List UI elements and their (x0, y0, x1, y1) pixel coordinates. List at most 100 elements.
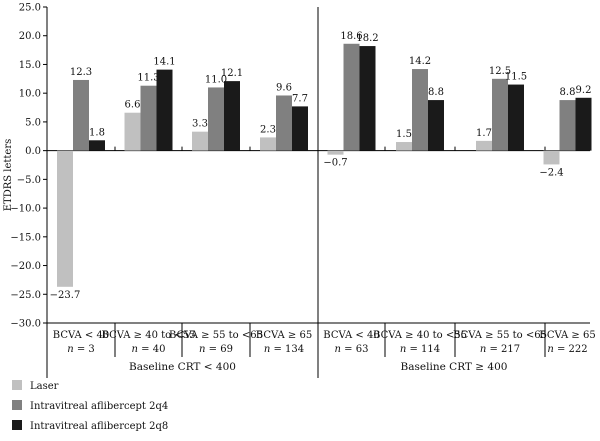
n-symbol: n (335, 344, 341, 355)
n-value: = 114 (406, 344, 440, 355)
n-value: = 63 (341, 344, 368, 355)
legend-label: Intravitreal aflibercept 2q4 (30, 401, 168, 412)
n-value: = 222 (554, 344, 588, 355)
bar (156, 69, 173, 151)
n-symbol: n (264, 344, 270, 355)
category-label: BCVA ≥ 40 to <55 (102, 330, 196, 341)
data-label: 14.1 (153, 57, 175, 68)
group-label: Baseline CRT ≥ 400 (401, 361, 508, 373)
bar (476, 140, 492, 151)
bar (492, 78, 508, 151)
category-n-label: n = 69 (199, 344, 233, 355)
n-value: = 69 (205, 344, 232, 355)
data-label: 9.2 (576, 85, 592, 96)
n-value: = 217 (486, 344, 520, 355)
category-label: BCVA ≥ 40 to <55 (373, 330, 467, 341)
n-symbol: n (199, 344, 205, 355)
data-label: 11.5 (505, 72, 527, 83)
legend-label: Intravitreal aflibercept 2q8 (30, 421, 168, 432)
bar (428, 100, 444, 151)
legend-swatch (12, 420, 22, 430)
category-label: BCVA ≥ 65 (539, 330, 595, 341)
category-label: BCVA < 40 (53, 330, 109, 341)
y-tick-label: −25.0 (10, 290, 41, 301)
data-label: 2.3 (260, 124, 276, 135)
data-label: 11.0 (205, 74, 227, 85)
y-tick-label: −20.0 (10, 261, 41, 272)
data-label: 11.3 (137, 73, 159, 84)
bar (89, 140, 105, 151)
group-label: Baseline CRT < 400 (129, 361, 236, 373)
n-symbol: n (400, 344, 406, 355)
data-label: −23.7 (50, 290, 81, 301)
data-label: 12.1 (221, 68, 243, 79)
y-tick-label: 25.0 (19, 3, 41, 14)
data-label: 1.8 (89, 127, 105, 138)
y-tick-label: −30.0 (10, 319, 41, 330)
category-label: BCVA < 40 (323, 330, 379, 341)
y-tick-label: 5.0 (25, 117, 41, 128)
n-symbol: n (132, 344, 138, 355)
bar (292, 106, 308, 151)
bar (396, 142, 412, 151)
bar (327, 150, 344, 155)
category-n-label: n = 114 (400, 344, 440, 355)
category-n-label: n = 134 (264, 344, 304, 355)
n-symbol: n (67, 344, 73, 355)
bar (543, 150, 560, 165)
data-label: 1.5 (396, 129, 412, 140)
bar (343, 43, 360, 151)
category-label: BCVA ≥ 55 to <65 (169, 330, 263, 341)
n-symbol: n (547, 344, 553, 355)
bar (508, 84, 524, 151)
y-tick-label: 20.0 (19, 31, 41, 42)
bar (559, 100, 576, 151)
category-n-label: n = 222 (547, 344, 587, 355)
data-label: 3.3 (192, 119, 208, 130)
data-label: 14.2 (409, 56, 431, 67)
bar (260, 137, 276, 151)
n-value: = 3 (74, 344, 95, 355)
bar (575, 97, 592, 151)
bar (57, 150, 73, 287)
data-label: −2.4 (539, 167, 563, 178)
bar (124, 112, 141, 151)
n-symbol: n (480, 344, 486, 355)
y-tick-label: −5.0 (17, 175, 41, 186)
y-tick-label: 15.0 (19, 60, 41, 71)
data-label: 18.6 (340, 31, 362, 42)
data-label: 1.7 (476, 128, 492, 139)
y-tick-label: 10.0 (19, 89, 41, 100)
data-label: 9.6 (276, 82, 292, 93)
bar (359, 46, 376, 151)
legend-label: Laser (30, 381, 59, 392)
bar (276, 95, 292, 151)
data-label: 8.8 (428, 87, 444, 98)
bar (192, 131, 208, 151)
category-label: BCVA ≥ 65 (256, 330, 312, 341)
data-label: 7.7 (292, 93, 308, 104)
bar (224, 81, 240, 151)
data-label: 12.3 (70, 67, 92, 78)
bar (208, 87, 224, 151)
category-n-label: n = 3 (67, 344, 95, 355)
data-label: 18.2 (356, 33, 378, 44)
y-tick-label: −15.0 (10, 232, 41, 243)
y-axis-label: ETDRS letters (3, 139, 14, 212)
y-tick-label: 0.0 (25, 146, 41, 157)
data-label: 6.6 (125, 100, 141, 111)
bar (140, 85, 157, 151)
data-label: 12.5 (489, 66, 511, 77)
category-n-label: n = 217 (480, 344, 520, 355)
bar (73, 79, 89, 151)
n-value: = 40 (138, 344, 165, 355)
data-label: 8.8 (560, 87, 576, 98)
n-value: = 134 (270, 344, 304, 355)
legend-swatch (12, 380, 22, 390)
category-label: BCVA ≥ 55 to <65 (453, 330, 547, 341)
category-n-label: n = 63 (335, 344, 369, 355)
legend-swatch (12, 400, 22, 410)
data-label: −0.7 (323, 158, 347, 169)
bar (412, 69, 428, 151)
